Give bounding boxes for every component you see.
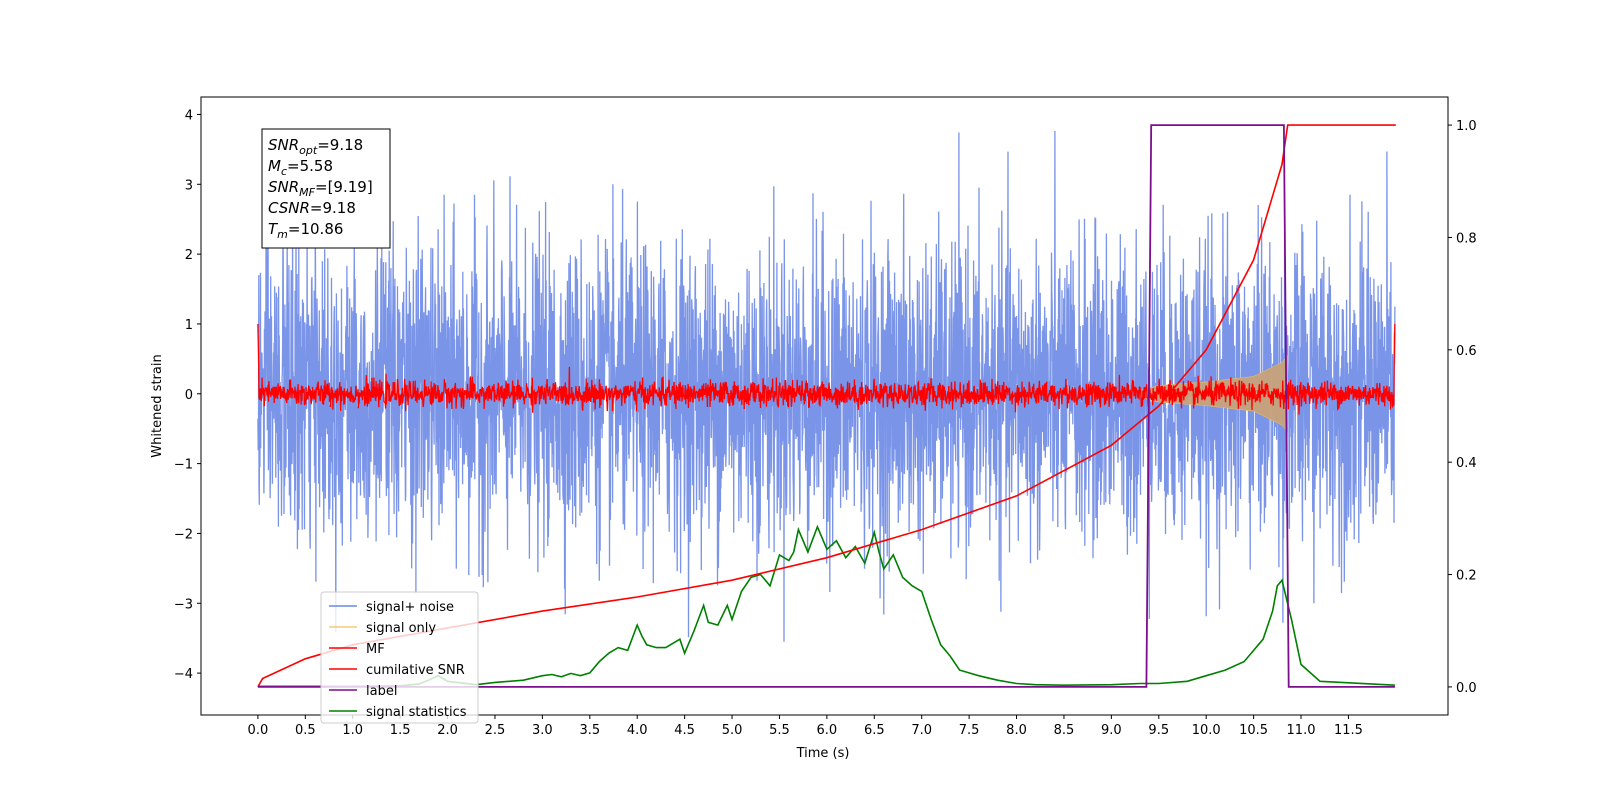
x-tick-label: 4.5	[674, 723, 695, 738]
x-tick-label: 4.0	[627, 723, 648, 738]
y-tick-label: −3	[174, 597, 193, 612]
legend-label: label	[366, 684, 397, 699]
x-tick-label: 6.0	[817, 723, 838, 738]
y2-tick-label: 0.2	[1456, 569, 1477, 584]
series-signal-only	[1139, 354, 1288, 433]
y-tick-label: 1	[185, 318, 193, 333]
y-tick-label: −2	[174, 527, 193, 542]
info-line: Mc=5.58	[268, 157, 333, 178]
series-label	[257, 124, 1395, 688]
x-tick-label: 10.5	[1239, 723, 1268, 738]
x-tick-label: 7.5	[959, 723, 980, 738]
info-box-frame	[261, 128, 391, 249]
y2-tick-label: 0.4	[1456, 456, 1477, 471]
x-tick-label: 10.0	[1192, 723, 1221, 738]
x-tick-label: 0.5	[295, 723, 316, 738]
legend-label: signal+ noise	[366, 600, 454, 615]
x-tick-label: 11.5	[1334, 723, 1363, 738]
legend-label: MF	[366, 642, 385, 657]
x-tick-label: 6.5	[864, 723, 885, 738]
y2-tick-label: 0.0	[1456, 681, 1477, 696]
x-tick-label: 9.0	[1101, 723, 1122, 738]
x-tick-label: 3.5	[579, 723, 600, 738]
x-tick-label: 1.0	[342, 723, 363, 738]
legend: signal+ noise signal only MF cumilative SNR…	[320, 591, 479, 724]
x-tick-label: 11.0	[1287, 723, 1316, 738]
x-tick-label: 0.0	[248, 723, 269, 738]
x-tick-label: 3.0	[532, 723, 553, 738]
y2-tick-label: 0.6	[1456, 344, 1477, 359]
y2-tick-label: 1.0	[1456, 119, 1477, 134]
legend-label: signal statistics	[366, 705, 467, 720]
series-signal-noise	[257, 130, 1396, 642]
x-tick-label: 5.5	[769, 723, 790, 738]
y2-tick-label: 0.8	[1456, 231, 1477, 246]
x-tick-label: 7.0	[911, 723, 932, 738]
legend-frame	[320, 591, 479, 724]
x-tick-label: 8.5	[1054, 723, 1075, 738]
x-tick-label: 2.5	[485, 723, 506, 738]
info-line: Tm=10.86	[268, 220, 343, 241]
info-line: SNRopt=9.18	[268, 136, 363, 157]
y-tick-label: 3	[185, 178, 193, 193]
legend-items: signal+ noise signal only MF cumilative SNR…	[329, 600, 467, 720]
series-signal-statistics	[257, 524, 1395, 688]
x-axis: 0.0 0.5 1.0 1.5 2.0 2.5 3.0 3.5 4.0 4.5 5.0 5.5 6.0 6…	[248, 715, 1363, 738]
y-axis-title: Whitened strain	[150, 354, 165, 457]
y-axis-right: 1.0 0.8 0.6 0.4 0.2 0.0	[1448, 119, 1477, 696]
x-tick-label: 1.5	[390, 723, 411, 738]
y-tick-label: 0	[185, 388, 193, 403]
x-tick-label: 9.5	[1148, 723, 1169, 738]
info-line: SNRMF=[9.19]	[268, 178, 373, 199]
x-tick-label: 5.0	[722, 723, 743, 738]
x-tick-label: 8.0	[1006, 723, 1027, 738]
y-tick-label: −4	[174, 667, 193, 682]
legend-label: signal only	[366, 621, 436, 636]
info-line: CSNR=9.18	[268, 199, 356, 217]
x-axis-title: Time (s)	[796, 746, 850, 761]
y-tick-label: 4	[185, 108, 193, 123]
plot-frame	[200, 96, 1449, 716]
y-tick-label: 2	[185, 248, 193, 263]
legend-label: cumilative SNR	[366, 663, 465, 678]
y-axis-left: 4 3 2 1 0 −1 −2 −3 −4	[174, 108, 201, 682]
x-tick-label: 2.0	[437, 723, 458, 738]
series-mf	[257, 323, 1396, 415]
y-tick-label: −1	[174, 458, 193, 473]
